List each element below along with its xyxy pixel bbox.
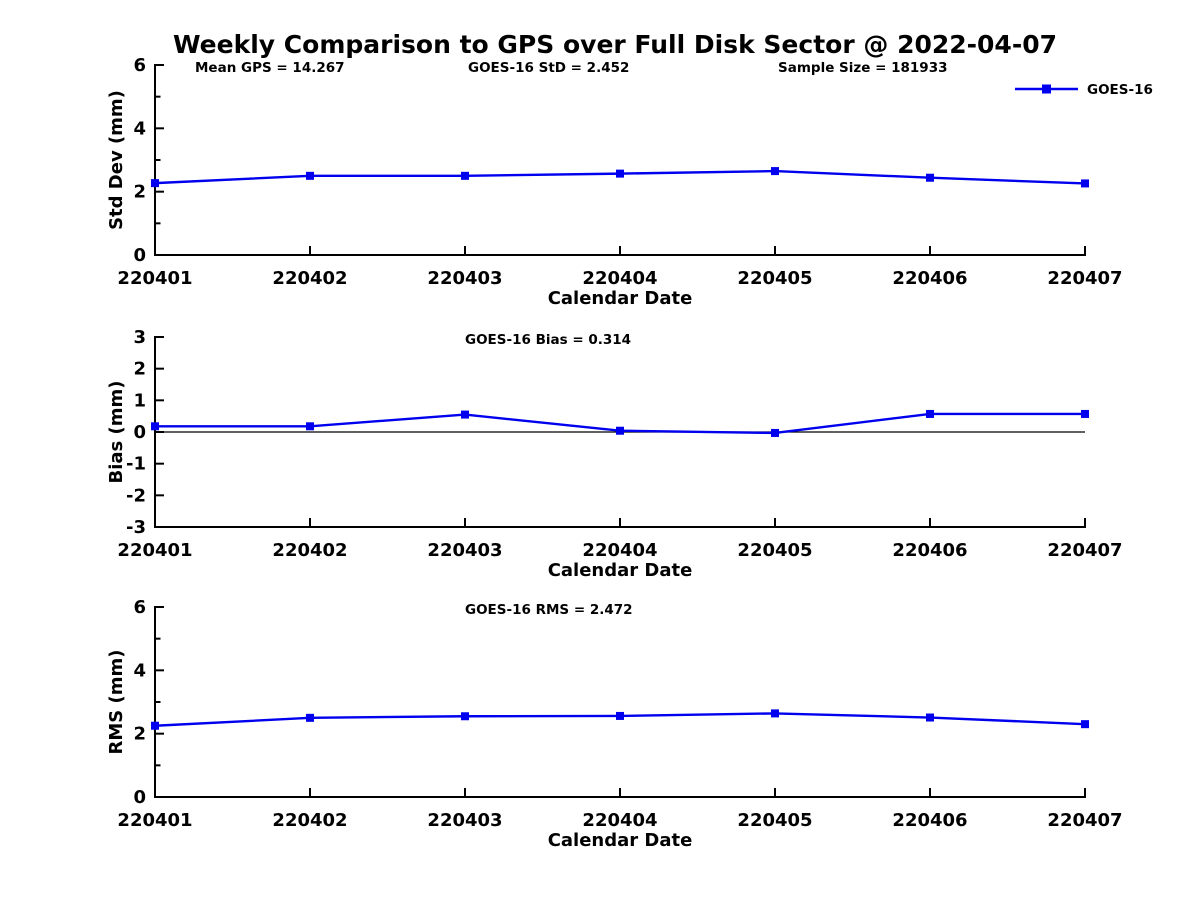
panel-std-dev-y-tick-label: 0 xyxy=(133,245,146,266)
panel-std-dev-x-tick-label: 220406 xyxy=(892,268,967,289)
panel-bias-ylabel: Bias (mm) xyxy=(106,381,127,484)
panel-std-dev-x-tick-label: 220401 xyxy=(117,268,192,289)
panel-rms-y-tick-label: 0 xyxy=(133,787,146,808)
panel-std-dev-annotation: Mean GPS = 14.267 xyxy=(195,60,345,76)
panel-std-dev-x-tick-label: 220405 xyxy=(737,268,812,289)
panel-rms-x-tick-label: 220404 xyxy=(582,810,657,831)
panel-rms-data-point-marker xyxy=(771,709,779,718)
panel-bias-data-point-marker xyxy=(151,422,159,431)
panel-bias-xlabel: Calendar Date xyxy=(548,560,693,581)
panel-std-dev-x-tick-label: 220403 xyxy=(427,268,502,289)
panel-rms-ylabel: RMS (mm) xyxy=(106,650,127,755)
panel-std-dev-data-point-marker xyxy=(771,167,779,176)
panel-rms-y-tick-label: 2 xyxy=(133,724,146,745)
legend-label: GOES-16 xyxy=(1087,82,1153,98)
panel-std-dev-data-point-marker xyxy=(616,169,624,178)
panel-rms-x-tick-label: 220407 xyxy=(1047,810,1122,831)
panel-std-dev-data-point-marker xyxy=(306,171,314,180)
panel-rms-data-point-marker xyxy=(1081,720,1089,729)
panel-bias-x-tick-label: 220405 xyxy=(737,540,812,561)
panel-bias-data-point-marker xyxy=(461,410,469,419)
panel-bias-y-tick-label: 2 xyxy=(133,359,146,380)
panel-rms-x-tick-label: 220405 xyxy=(737,810,812,831)
panel-rms-data-point-marker xyxy=(461,712,469,721)
panel-std-dev-data-point-marker xyxy=(151,179,159,188)
panel-bias-y-tick-label: 1 xyxy=(133,390,146,411)
legend-marker xyxy=(1042,84,1051,94)
panel-bias-x-tick-label: 220404 xyxy=(582,540,657,561)
panel-rms-x-tick-label: 220401 xyxy=(117,810,192,831)
panel-std-dev-data-point-marker xyxy=(461,171,469,180)
panel-bias-x-tick-label: 220406 xyxy=(892,540,967,561)
chart-title: Weekly Comparison to GPS over Full Disk … xyxy=(173,30,1057,59)
panel-bias-x-tick-label: 220402 xyxy=(272,540,347,561)
panel-std-dev-ylabel: Std Dev (mm) xyxy=(106,90,127,230)
panel-bias-y-tick-label: -3 xyxy=(126,517,146,538)
panel-bias-y-tick-label: 3 xyxy=(133,327,146,348)
panel-std-dev-annotation: Sample Size = 181933 xyxy=(778,60,947,76)
panel-bias-x-tick-label: 220407 xyxy=(1047,540,1122,561)
panel-bias-data-point-marker xyxy=(616,426,624,435)
panel-bias-y-tick-label: -1 xyxy=(126,454,146,475)
panel-std-dev-x-tick-label: 220402 xyxy=(272,268,347,289)
panel-rms-data-point-marker xyxy=(926,713,934,722)
panel-rms-y-tick-label: 4 xyxy=(133,660,146,681)
panel-rms-y-tick-label: 6 xyxy=(133,597,146,618)
panel-std-dev-y-tick-label: 2 xyxy=(133,182,146,203)
panel-bias-x-tick-label: 220403 xyxy=(427,540,502,561)
panel-rms-data-point-marker xyxy=(151,721,159,730)
panel-std-dev-xlabel: Calendar Date xyxy=(548,288,693,309)
panel-bias-data-point-marker xyxy=(771,428,779,437)
panel-bias-data-point-marker xyxy=(926,409,934,418)
panel-std-dev-data-point-marker xyxy=(1081,179,1089,188)
panel-rms-xlabel: Calendar Date xyxy=(548,830,693,851)
panel-bias-data-point-marker xyxy=(1081,409,1089,418)
panel-std-dev-data-point-marker xyxy=(926,173,934,182)
panel-bias-y-tick-label: -2 xyxy=(126,485,146,506)
panel-rms-data-point-marker xyxy=(306,713,314,722)
panel-std-dev-annotation: GOES-16 StD = 2.452 xyxy=(468,60,629,76)
panel-bias-x-tick-label: 220401 xyxy=(117,540,192,561)
panel-std-dev-y-tick-label: 4 xyxy=(133,118,146,139)
panel-std-dev-y-tick-label: 6 xyxy=(133,55,146,76)
panel-rms-x-tick-label: 220402 xyxy=(272,810,347,831)
panel-bias-data-point-marker xyxy=(306,422,314,431)
panel-rms-annotation: GOES-16 RMS = 2.472 xyxy=(465,602,633,618)
panel-bias-y-tick-label: 0 xyxy=(133,422,146,443)
panel-std-dev-x-tick-label: 220404 xyxy=(582,268,657,289)
panel-rms-data-point-marker xyxy=(616,711,624,720)
panel-rms-x-tick-label: 220406 xyxy=(892,810,967,831)
panel-rms-x-tick-label: 220403 xyxy=(427,810,502,831)
panel-std-dev-x-tick-label: 220407 xyxy=(1047,268,1122,289)
panel-bias-annotation: GOES-16 Bias = 0.314 xyxy=(465,332,631,348)
